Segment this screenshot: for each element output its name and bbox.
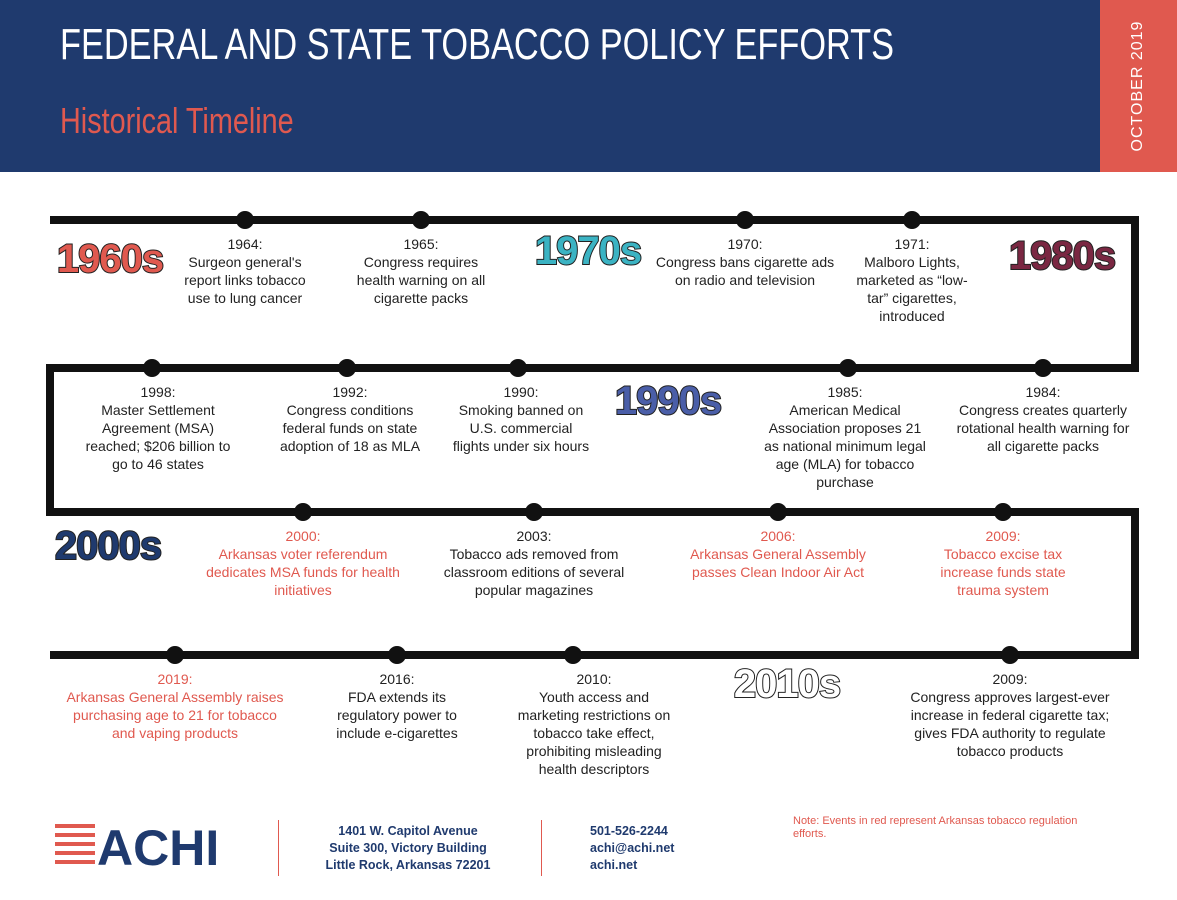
event-dot bbox=[388, 646, 406, 664]
event-dot bbox=[903, 211, 921, 229]
event: 1984: Congress creates quarterly rotation… bbox=[953, 383, 1133, 455]
event-text: Master Settlement Agreement (MSA) reache… bbox=[85, 402, 231, 472]
divider bbox=[541, 820, 542, 876]
event-date: 2006: bbox=[760, 528, 796, 544]
event: 2006: Arkansas General Assembly passes Cl… bbox=[678, 527, 878, 581]
event-text: FDA extends its regulatory power to incl… bbox=[336, 689, 458, 741]
event-date: 1998: bbox=[140, 384, 176, 400]
event-text: Congress conditions federal funds on sta… bbox=[279, 402, 421, 454]
event: 2019: Arkansas General Assembly raises pu… bbox=[65, 670, 285, 742]
event-date: 1970: bbox=[727, 236, 763, 252]
event-dot bbox=[236, 211, 254, 229]
event-dot bbox=[564, 646, 582, 664]
event-date: 2009: bbox=[992, 671, 1028, 687]
event: 1964: Surgeon general's report links toba… bbox=[175, 235, 315, 307]
event-date: 2000: bbox=[285, 528, 321, 544]
event: 1992: Congress conditions federal funds o… bbox=[270, 383, 430, 455]
event-dot bbox=[736, 211, 754, 229]
event-date: 1990: bbox=[503, 384, 539, 400]
contact-line: achi@achi.net bbox=[590, 841, 675, 855]
event-text: Arkansas voter referendum dedicates MSA … bbox=[206, 546, 400, 598]
header-band bbox=[0, 0, 1100, 172]
event-text: Malboro Lights, marketed as “low-tar” ci… bbox=[856, 254, 968, 324]
event-dot bbox=[412, 211, 430, 229]
event-dot bbox=[1034, 359, 1052, 377]
event-text: Congress requires health warning on all … bbox=[356, 254, 486, 306]
event-date: 2019: bbox=[157, 671, 193, 687]
event-text: Congress bans cigarette ads on radio and… bbox=[655, 254, 835, 288]
decade-label: 2010s bbox=[734, 662, 840, 706]
contact: 501-526-2244 achi@achi.net achi.net bbox=[590, 823, 674, 874]
address: 1401 W. Capitol Avenue Suite 300, Victory… bbox=[300, 823, 516, 874]
event-date: 2003: bbox=[516, 528, 552, 544]
logo: ACHI bbox=[55, 820, 219, 870]
event: 2003: Tobacco ads removed from classroom … bbox=[434, 527, 634, 599]
event: 2016: FDA extends its regulatory power to… bbox=[327, 670, 467, 742]
event-date: 2016: bbox=[379, 671, 415, 687]
event: 1990: Smoking banned on U.S. commercial f… bbox=[451, 383, 591, 455]
event-dot bbox=[525, 503, 543, 521]
divider bbox=[278, 820, 279, 876]
title: FEDERAL AND STATE TOBACCO POLICY EFFORTS bbox=[60, 20, 895, 69]
event: 2010: Youth access and marketing restrict… bbox=[509, 670, 679, 778]
logo-text: ACHI bbox=[97, 820, 219, 870]
event-dot bbox=[509, 359, 527, 377]
event-dot bbox=[769, 503, 787, 521]
event-date: 1964: bbox=[227, 236, 263, 252]
contact-line: achi.net bbox=[590, 858, 638, 872]
event: 1971: Malboro Lights, marketed as “low-ta… bbox=[847, 235, 977, 325]
event-date: 1985: bbox=[827, 384, 863, 400]
address-line: Suite 300, Victory Building bbox=[329, 841, 487, 855]
event-text: Arkansas General Assembly passes Clean I… bbox=[690, 546, 866, 580]
decade-label: 1960s bbox=[57, 237, 163, 281]
decade-label: 1970s bbox=[535, 229, 641, 273]
event-text: Tobacco ads removed from classroom editi… bbox=[443, 546, 625, 598]
timeline-path bbox=[46, 216, 1139, 659]
event-text: Youth access and marketing restrictions … bbox=[517, 689, 671, 777]
event-text: Surgeon general's report links tobacco u… bbox=[184, 254, 306, 306]
event-text: Smoking banned on U.S. commercial flight… bbox=[452, 402, 590, 454]
event-date: 1992: bbox=[332, 384, 368, 400]
event-date: 1984: bbox=[1025, 384, 1061, 400]
decade-label: 1990s bbox=[615, 379, 721, 423]
event: 1970: Congress bans cigarette ads on radi… bbox=[655, 235, 835, 289]
event-date: 1965: bbox=[403, 236, 439, 252]
event-dot bbox=[166, 646, 184, 664]
decade-label: 1980s bbox=[1009, 234, 1115, 278]
event-dot bbox=[1001, 646, 1019, 664]
event-date: 2009: bbox=[985, 528, 1021, 544]
event-date: 1971: bbox=[894, 236, 930, 252]
event: 1998: Master Settlement Agreement (MSA) r… bbox=[78, 383, 238, 473]
event-dot bbox=[143, 359, 161, 377]
contact-line: 501-526-2244 bbox=[590, 824, 668, 838]
event: 2000: Arkansas voter referendum dedicates… bbox=[203, 527, 403, 599]
event: 1985: American Medical Association propos… bbox=[760, 383, 930, 491]
event-date: 2010: bbox=[576, 671, 612, 687]
event: 2009: Congress approves largest-ever incr… bbox=[895, 670, 1125, 760]
subtitle: Historical Timeline bbox=[60, 100, 294, 141]
event-text: Congress approves largest-ever increase … bbox=[910, 689, 1110, 759]
event-text: Arkansas General Assembly raises purchas… bbox=[66, 689, 284, 741]
event-text: Tobacco excise tax increase funds state … bbox=[940, 546, 1066, 598]
decade-label: 2000s bbox=[55, 524, 161, 568]
event: 1965: Congress requires health warning on… bbox=[346, 235, 496, 307]
event-dot bbox=[994, 503, 1012, 521]
note: Note: Events in red represent Arkansas t… bbox=[793, 815, 1078, 840]
event-dot bbox=[338, 359, 356, 377]
event-dot bbox=[839, 359, 857, 377]
event-dot bbox=[294, 503, 312, 521]
event-text: American Medical Association proposes 21… bbox=[764, 402, 926, 490]
date-box bbox=[1100, 0, 1177, 172]
event-text: Congress creates quarterly rotational he… bbox=[956, 402, 1130, 454]
address-line: Little Rock, Arkansas 72201 bbox=[325, 858, 491, 872]
event: 2009: Tobacco excise tax increase funds s… bbox=[923, 527, 1083, 599]
address-line: 1401 W. Capitol Avenue bbox=[338, 824, 478, 838]
